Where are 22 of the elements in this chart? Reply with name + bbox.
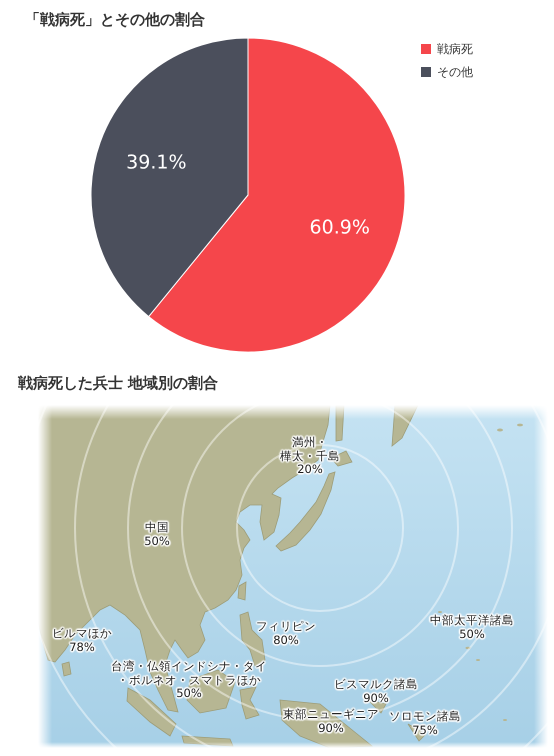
data-label: 50% <box>458 626 486 641</box>
legend-label: 戦病死 <box>437 42 473 56</box>
chart-title: 「戦病死」とその他の割合 <box>25 10 205 28</box>
category-label: 中国 <box>144 520 170 534</box>
category-label: ビスマルク諸島 <box>334 677 418 692</box>
data-label: 80% <box>272 632 300 647</box>
data-label: 50% <box>144 534 170 548</box>
data-label: 39.1% <box>126 151 186 174</box>
legend-label: その他 <box>437 65 473 79</box>
category-label: 満州・樺太・千島 <box>280 435 340 463</box>
category-label: フィリピン <box>256 619 316 634</box>
category-label: ソロモン諸島 <box>389 709 461 724</box>
data-label: 60.9% <box>310 216 370 239</box>
text: 戦病死した兵士 地域別の割合 <box>18 374 218 393</box>
category-label: 東部ニューギニア <box>283 707 379 722</box>
data-label: 50% <box>175 686 203 700</box>
data-label: 90% <box>317 720 345 735</box>
data-label: 75% <box>411 722 439 737</box>
category-label: 中部太平洋諸島 <box>430 613 514 628</box>
category-label: ビルマほか <box>52 626 112 640</box>
data-label: 78% <box>68 640 96 654</box>
data-label: 90% <box>362 690 390 705</box>
